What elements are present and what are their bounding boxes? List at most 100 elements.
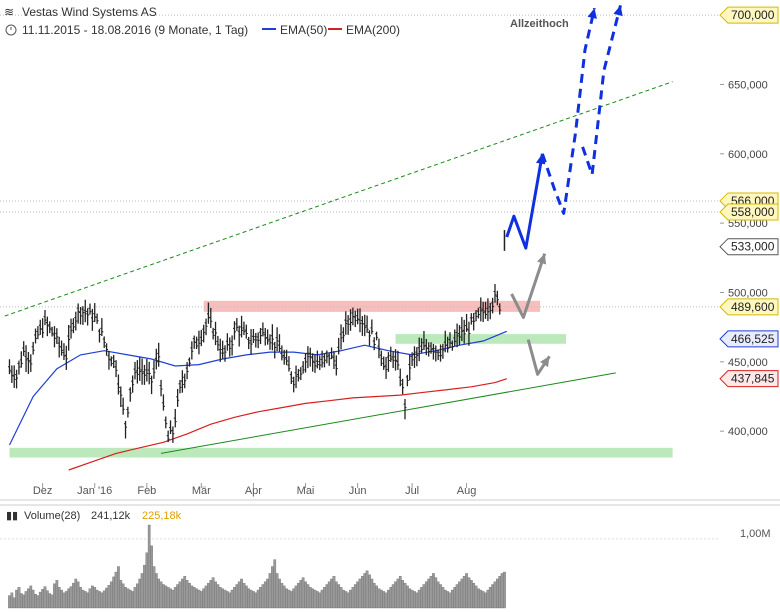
volume-value-1: 241,12k [91,510,131,522]
volume-bar [29,585,33,609]
volume-bar [361,576,364,609]
level-box-6 [719,370,779,388]
ema50-line [8,330,508,446]
volume-bar [147,524,151,609]
volume-bar [235,584,239,609]
volume-bar [143,564,146,609]
volume-bar [389,587,393,609]
volume-bar [105,587,108,609]
volume-bar [83,591,87,609]
volume-bar [91,585,94,609]
volume-bar [12,597,16,609]
volume-bar [43,586,47,609]
y-tick-label-0: 400,000 [728,426,768,438]
volume-bar [363,573,367,609]
volume-bar [368,574,371,609]
volume-bar [53,583,56,609]
volume-bar [379,589,383,609]
volume-bar [304,581,307,609]
volume-bar [467,577,471,609]
volume-bar [197,589,201,609]
volume-bar [19,593,23,609]
zone-resistance [203,300,540,312]
volume-bar [477,588,480,609]
volume-bar [102,590,106,609]
volume-bar [10,592,14,609]
projection-layer [505,5,623,376]
volume-bar [275,573,279,609]
volume-bar [353,584,357,609]
projection-grey-path-upper [510,253,547,319]
volume-bar [171,589,175,609]
volume-bar [152,566,156,609]
volume-bar [387,589,390,609]
grid-layer [0,14,780,506]
volume-bar [244,585,248,609]
volume-bar [268,573,272,609]
volume-bar [401,580,404,609]
volume-bar [417,589,421,609]
projection-blue-dashed-2 [581,5,622,177]
volume-bar [223,589,227,609]
volume-bar [112,576,116,609]
chart-title: Vestas Wind Systems AS [22,5,157,19]
volume-bar [64,591,68,609]
volume-bar [188,582,191,609]
volume-bar [503,571,506,609]
volume-bar [150,545,153,609]
volume-bar [216,584,220,609]
y-tick-label-2: 500,000 [728,287,768,299]
volume-bar [95,589,99,609]
projection-arrowhead-grey-path-upper [537,253,547,265]
level-box-label-6: 437,845 [731,372,775,386]
volume-bar [472,582,476,609]
volume-bar [100,592,104,609]
volume-bar [192,587,196,609]
volume-bar [441,587,445,609]
volume-bar [325,584,329,609]
volume-bar [372,582,376,609]
volume-bar [157,578,161,609]
volume-bar [34,594,37,609]
volume-bar [228,592,232,609]
price-layer [7,230,506,443]
volume-bar [133,587,137,609]
volume-bar [252,591,255,609]
volume-bar [249,589,253,609]
ema200-legend-label: EMA(200) [346,23,400,37]
volume-bar [344,591,348,609]
volume-bar [436,581,440,609]
volume-bar [396,578,400,609]
volume-bar [131,591,134,609]
volume-bar [259,587,262,609]
volume-bar [266,578,269,609]
volume-bar [334,581,338,609]
volume-bar [230,589,234,609]
volume-bar [285,588,288,609]
volume-bar [218,587,222,609]
trendlines-layer [4,81,673,454]
ema200-line [68,378,507,471]
volume-icon: ▮▮ [6,510,18,522]
x-tick-label-5: Mai [297,485,315,497]
volume-bar [36,595,40,609]
projection-arrowhead-grey-path-lower [540,356,550,368]
volume-bar [121,583,125,609]
volume-bar [415,592,419,609]
volume-bar [207,582,210,609]
volume-bar [57,587,61,609]
volume-bar [424,581,428,609]
volume-bar [173,587,177,609]
volume-bar [221,588,224,609]
volume-bar [81,589,85,609]
level-box-label-2: 558,000 [731,205,775,219]
volume-bar [479,589,483,609]
volume-bar [481,591,485,609]
volume-bar [109,581,113,609]
volume-bar [308,587,312,609]
volume-bar [406,585,409,609]
volume-value-2: 225,18k [142,510,182,522]
x-tick-label-7: Jul [405,485,419,497]
volume-layer [0,524,720,609]
volume-bar [330,578,333,609]
